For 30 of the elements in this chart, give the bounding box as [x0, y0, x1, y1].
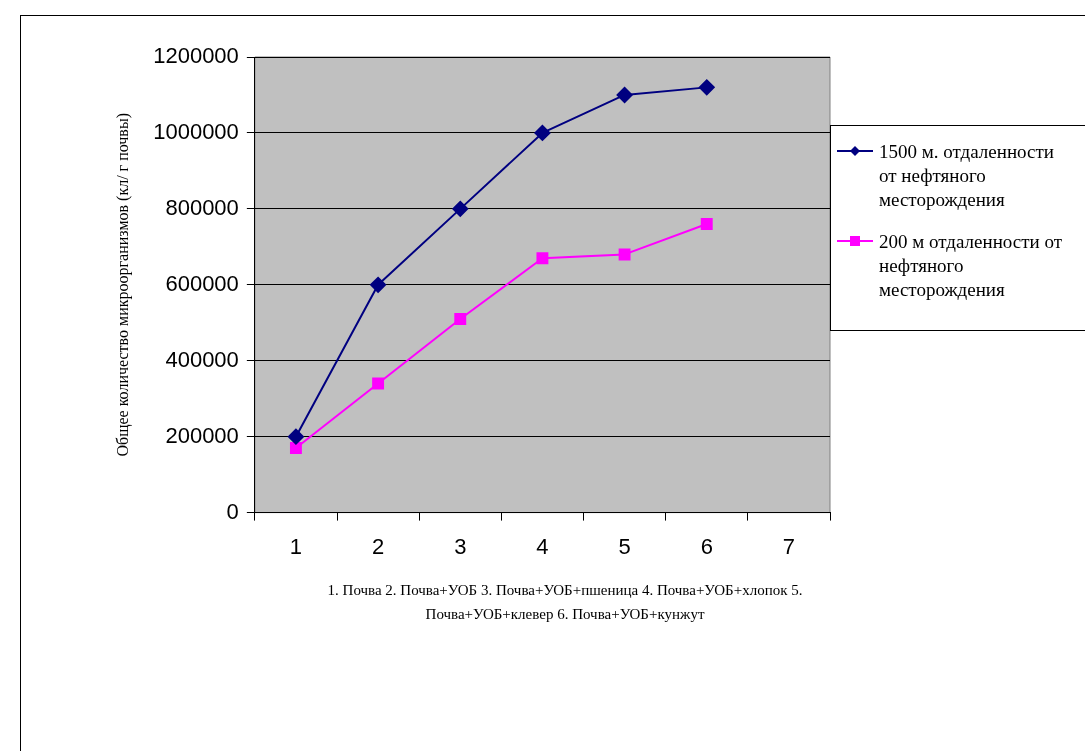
point: [287, 428, 304, 445]
y-tick-label: 1000000: [153, 119, 239, 144]
point: [698, 79, 715, 96]
y-tick-label: 0: [226, 498, 239, 524]
y-tick-label: 600000: [165, 270, 239, 296]
point: [534, 124, 551, 141]
point: [370, 276, 387, 293]
x-tick-label: 4: [536, 533, 549, 559]
point: [700, 218, 713, 230]
point: [454, 313, 467, 325]
point: [618, 248, 631, 261]
x-tick-label: 6: [700, 533, 713, 559]
x-tick-label: 5: [618, 533, 631, 559]
legend-label: 1500 м. отдаленности от нефтяного месторождения: [879, 140, 1055, 212]
y-tick-label: 1200000: [153, 43, 239, 69]
x-tick-label: 2: [371, 533, 385, 559]
point: [616, 86, 633, 103]
x-tick-label: 3: [454, 533, 467, 559]
point: [536, 252, 549, 265]
legend-label: 200 м отдаленности от нефтяного месторождения: [879, 230, 1064, 302]
y-tick-label: 200000: [165, 422, 239, 448]
point: [452, 200, 469, 217]
y-tick-label: 400000: [165, 346, 239, 372]
x-tick-label: 1: [289, 533, 303, 559]
text: 1. Почва 2. Почва+УОБ 3. Почва+УОБ+пшеница 4. Почва+УОБ+хлопок 5. Почва+УОБ+клевер 6. Почва+УОБ+кунжут: [326, 581, 804, 624]
y-tick-label: 800000: [165, 194, 239, 220]
point: [289, 442, 302, 455]
y-axis-title: Общее количество микроорганизмов (кл/ г почвы): [113, 113, 132, 457]
point: [372, 377, 385, 390]
x-tick-label: 7: [782, 533, 796, 559]
